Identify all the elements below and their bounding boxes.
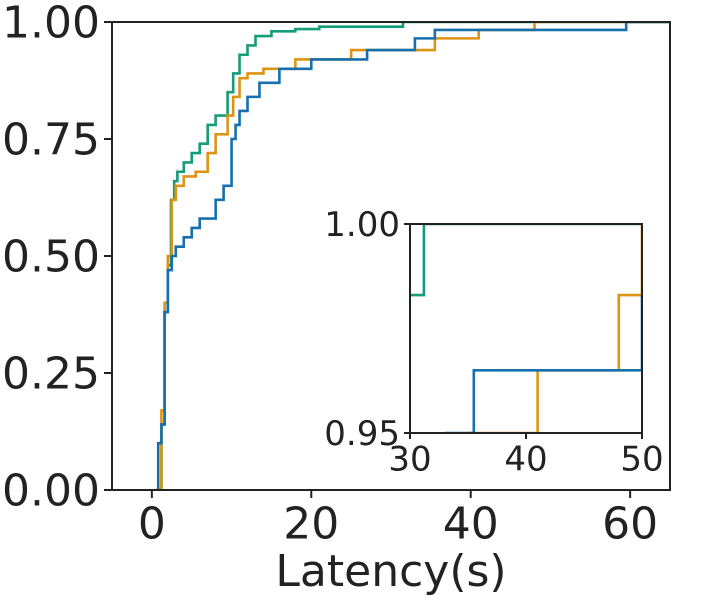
y-tick-label: 1.00 [324, 205, 400, 245]
y-tick-label: 0.00 [2, 465, 100, 516]
x-tick-label: 50 [620, 439, 663, 479]
inset-plot: 30 40 50 0.95 1.00 [324, 205, 663, 479]
y-tick-label: 0.95 [324, 414, 400, 454]
inset-axis-ticks: 30 40 50 0.95 1.00 [324, 205, 663, 479]
y-tick-label: 1.00 [2, 0, 100, 48]
main-series-green-line [155, 22, 670, 490]
main-plot: 0 20 40 60 0.00 0.25 0.50 0.75 1.00 [2, 0, 671, 549]
main-axis-ticks: 0 20 40 60 0.00 0.25 0.50 0.75 1.00 [2, 0, 658, 549]
x-tick-label: 60 [602, 498, 658, 549]
inset-series-group [410, 224, 642, 433]
x-axis-title: Latency(s) [275, 546, 506, 597]
main-series-group [155, 22, 670, 490]
x-tick-label: 40 [504, 439, 547, 479]
y-tick-label: 0.75 [2, 114, 100, 165]
x-tick-label: 40 [443, 498, 499, 549]
main-series-blue-line [155, 22, 670, 490]
x-tick-label: 30 [388, 439, 431, 479]
inset-series-green-line [410, 224, 642, 297]
y-tick-label: 0.50 [2, 231, 100, 282]
inset-series-blue-line [444, 295, 642, 433]
inset-background [410, 224, 642, 433]
x-tick-label: 0 [138, 498, 166, 549]
x-tick-label: 20 [283, 498, 339, 549]
y-tick-label: 0.25 [2, 348, 100, 399]
